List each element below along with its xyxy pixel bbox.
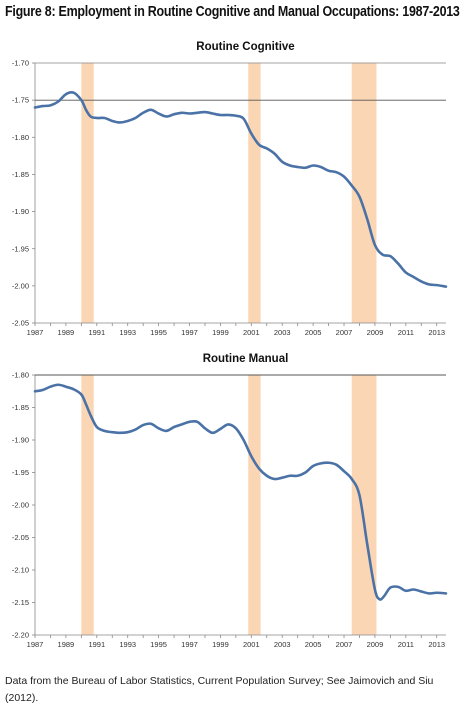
chart1-x-tick-label-4: 1995	[150, 640, 167, 649]
figure-title: Figure 8: Employment in Routine Cognitiv…	[5, 4, 460, 20]
chart0-x-tick-label-12: 2011	[398, 328, 414, 337]
chart0-y-tick-label-1: -1.75	[12, 96, 29, 105]
chart0-recession-band-0	[81, 63, 94, 323]
chart0-x-tick-label-0: 1987	[27, 328, 44, 337]
chart0-x-tick-label-10: 2007	[336, 328, 353, 337]
chart0-title: Routine Cognitive	[196, 41, 294, 53]
chart0-x-tick-label-9: 2005	[305, 328, 322, 337]
chart1-y-tick-label-7: -2.15	[12, 598, 29, 607]
chart1-x-tick-label-0: 1987	[27, 640, 44, 649]
chart1-y-tick-label-1: -1.85	[12, 403, 29, 412]
chart0-x-tick-label-8: 2003	[274, 328, 291, 337]
chart1-x-tick-label-1: 1989	[58, 640, 75, 649]
chart1-x-tick-label-7: 2001	[243, 640, 260, 649]
chart0-y-tick-label-7: -2.05	[12, 319, 29, 328]
chart0-y-tick-label-3: -1.85	[12, 170, 29, 179]
chart0-y-tick-label-6: -2.00	[12, 281, 29, 290]
chart1-x-tick-label-11: 2009	[367, 640, 384, 649]
chart1-y-tick-label-3: -1.95	[12, 468, 29, 477]
chart1-y-tick-label-8: -2.20	[12, 631, 29, 640]
chart1-series-line-0	[33, 383, 448, 601]
chart1-recession-band-1	[248, 375, 261, 635]
chart0-series-line-0	[33, 91, 448, 288]
chart0-x-tick-label-11: 2009	[367, 328, 384, 337]
chart0-y-tick-label-2: -1.80	[12, 133, 29, 142]
chart1-title: Routine Manual	[203, 353, 289, 365]
chart1-y-tick-label-6: -2.10	[12, 566, 29, 575]
chart1-x-tick-label-8: 2003	[274, 640, 291, 649]
chart0-x-tick-label-13: 2013	[428, 328, 445, 337]
routine-cognitive-panel: Routine Cognitive -1.70 -1.75 -1.80 -1.85 -1.…	[0, 35, 465, 340]
chart1-x-tick-label-10: 2007	[336, 640, 353, 649]
chart1-y-tick-label-0: -1.80	[12, 371, 29, 380]
chart1-recession-band-0	[81, 375, 94, 635]
chart1-x-tick-label-6: 1999	[212, 640, 229, 649]
routine-manual-panel: Routine Manual -1.80 -1.85 -1.90 -1.95 -2.00 -…	[0, 347, 465, 652]
chart1-y-tick-label-4: -2.00	[12, 501, 29, 510]
chart1-x-tick-label-2: 1991	[88, 640, 105, 649]
chart0-x-tick-label-2: 1991	[88, 328, 105, 337]
chart0-x-tick-label-1: 1989	[58, 328, 75, 337]
chart1-x-tick-label-5: 1997	[181, 640, 198, 649]
chart1-x-tick-label-9: 2005	[305, 640, 322, 649]
chart0-recession-band-2	[351, 63, 377, 323]
chart1-x-tick-label-12: 2011	[398, 640, 414, 649]
figure-caption: Data from the Bureau of Labor Statistics…	[5, 675, 434, 704]
chart0-y-tick-label-5: -1.95	[12, 244, 29, 253]
chart0-x-tick-label-4: 1995	[150, 328, 167, 337]
chart0-y-tick-label-4: -1.90	[12, 207, 29, 216]
chart1-recession-band-2	[351, 375, 377, 635]
chart0-x-tick-label-6: 1999	[212, 328, 229, 337]
chart1-x-tick-label-13: 2013	[428, 640, 445, 649]
chart0-x-tick-label-5: 1997	[181, 328, 198, 337]
chart0-recession-band-1	[248, 63, 261, 323]
chart1-x-tick-label-3: 1993	[119, 640, 136, 649]
chart0-x-tick-label-3: 1993	[119, 328, 136, 337]
routine-manual-chart: Routine Manual -1.80 -1.85 -1.90 -1.95 -2.00 -…	[12, 353, 448, 649]
chart1-y-tick-label-5: -2.05	[12, 533, 29, 542]
chart0-y-tick-label-0: -1.70	[12, 59, 29, 68]
routine-cognitive-chart: Routine Cognitive -1.70 -1.75 -1.80 -1.85 -1.…	[12, 41, 448, 337]
chart0-x-tick-label-7: 2001	[243, 328, 260, 337]
chart1-y-tick-label-2: -1.90	[12, 436, 29, 445]
